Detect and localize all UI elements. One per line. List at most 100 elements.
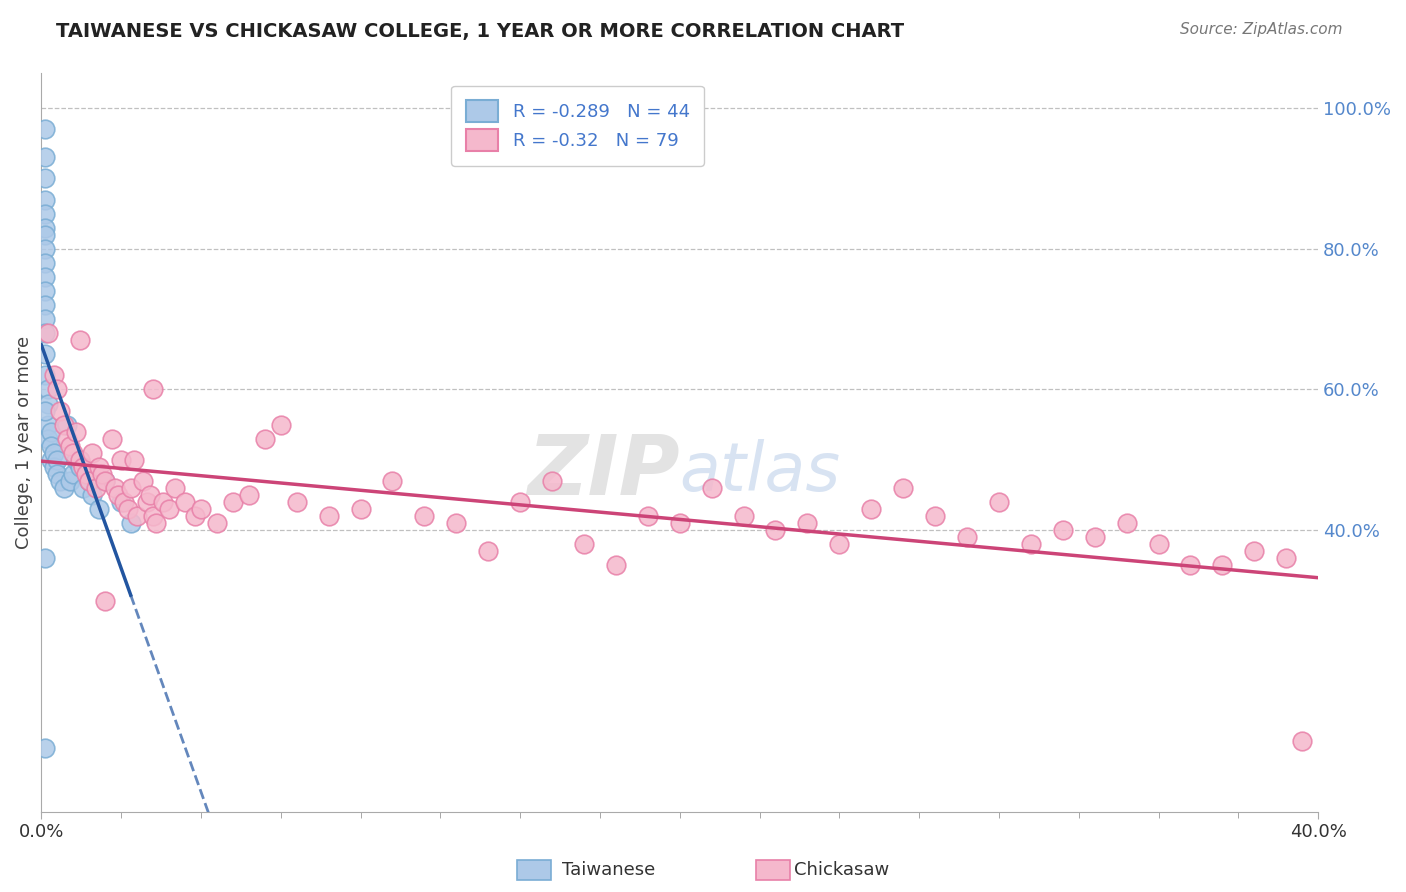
Point <box>924 509 946 524</box>
Point <box>46 467 69 481</box>
Point <box>59 474 82 488</box>
Point <box>34 298 56 312</box>
Point <box>112 495 135 509</box>
Point <box>34 207 56 221</box>
Point <box>42 459 65 474</box>
Point <box>145 516 167 530</box>
Point <box>860 502 883 516</box>
Point <box>94 474 117 488</box>
Point <box>82 488 104 502</box>
Point <box>668 516 690 530</box>
Point <box>46 383 69 397</box>
Point <box>987 495 1010 509</box>
Point <box>46 453 69 467</box>
Point <box>100 432 122 446</box>
Point <box>796 516 818 530</box>
Point <box>82 446 104 460</box>
Point <box>1052 523 1074 537</box>
Point <box>205 516 228 530</box>
Text: Chickasaw: Chickasaw <box>794 861 890 879</box>
Point <box>1180 558 1202 573</box>
Point <box>1084 530 1107 544</box>
Point <box>142 383 165 397</box>
Point <box>135 495 157 509</box>
Point <box>637 509 659 524</box>
Point <box>270 417 292 432</box>
Point <box>238 488 260 502</box>
Point <box>34 326 56 341</box>
Point <box>174 495 197 509</box>
Point <box>34 256 56 270</box>
Point <box>142 509 165 524</box>
Point <box>34 227 56 242</box>
Point <box>120 481 142 495</box>
Point <box>94 474 117 488</box>
Point <box>34 193 56 207</box>
Point <box>132 474 155 488</box>
Point <box>37 417 59 432</box>
Point <box>34 171 56 186</box>
Point <box>1115 516 1137 530</box>
Point <box>117 502 139 516</box>
Legend: R = -0.289   N = 44, R = -0.32   N = 79: R = -0.289 N = 44, R = -0.32 N = 79 <box>451 86 704 166</box>
Point <box>62 467 84 481</box>
Point <box>69 453 91 467</box>
Point <box>318 509 340 524</box>
Point <box>110 453 132 467</box>
Point <box>87 502 110 516</box>
Point <box>69 333 91 347</box>
Point <box>1275 551 1298 566</box>
Point <box>107 488 129 502</box>
Point <box>84 481 107 495</box>
Text: TAIWANESE VS CHICKASAW COLLEGE, 1 YEAR OR MORE CORRELATION CHART: TAIWANESE VS CHICKASAW COLLEGE, 1 YEAR O… <box>56 22 904 41</box>
Point <box>190 502 212 516</box>
Point <box>120 516 142 530</box>
Point <box>509 495 531 509</box>
Text: Taiwanese: Taiwanese <box>562 861 655 879</box>
Point <box>733 509 755 524</box>
Point <box>34 347 56 361</box>
Point <box>127 509 149 524</box>
Point <box>446 516 468 530</box>
Point <box>34 403 56 417</box>
Point <box>37 396 59 410</box>
Point <box>39 439 62 453</box>
Y-axis label: College, 1 year or more: College, 1 year or more <box>15 335 32 549</box>
Point <box>91 467 114 481</box>
Point <box>39 425 62 439</box>
Point <box>34 368 56 383</box>
Point <box>49 403 72 417</box>
Point <box>1211 558 1233 573</box>
Point <box>37 326 59 341</box>
Point <box>56 432 79 446</box>
Point <box>52 417 75 432</box>
Point <box>77 474 100 488</box>
Point <box>572 537 595 551</box>
Point <box>39 453 62 467</box>
Point <box>69 459 91 474</box>
Point <box>152 495 174 509</box>
Point <box>87 459 110 474</box>
Point <box>94 593 117 607</box>
Point <box>381 474 404 488</box>
Point <box>104 481 127 495</box>
Point <box>1019 537 1042 551</box>
Point <box>75 467 97 481</box>
Point <box>1147 537 1170 551</box>
Text: atlas: atlas <box>679 439 841 505</box>
Point <box>49 474 72 488</box>
Point <box>828 537 851 551</box>
Point <box>165 481 187 495</box>
Point <box>42 368 65 383</box>
Point <box>139 488 162 502</box>
Point <box>56 417 79 432</box>
Point <box>34 551 56 566</box>
Point <box>59 439 82 453</box>
Point <box>253 432 276 446</box>
Point <box>183 509 205 524</box>
Point <box>891 481 914 495</box>
Point <box>110 495 132 509</box>
Point <box>700 481 723 495</box>
Point <box>1243 544 1265 558</box>
Point <box>72 459 94 474</box>
